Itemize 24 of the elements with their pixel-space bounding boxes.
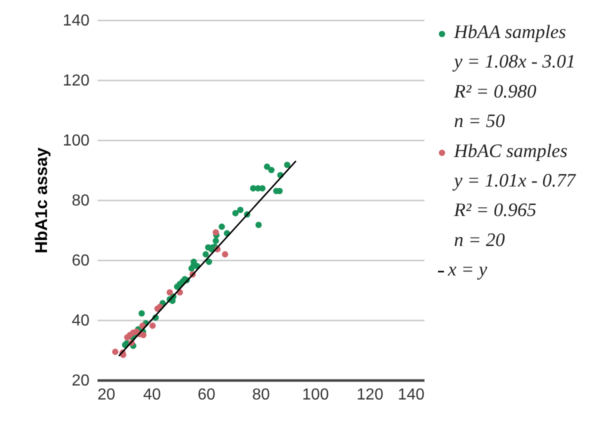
legend-label: x = y (447, 260, 488, 281)
y-tick-label: 40 (72, 312, 90, 330)
text: y = 1.08x - 3.01 (452, 52, 576, 73)
x-tick-label: 140 (398, 386, 425, 404)
y-axis-title: HbA1c assay (32, 147, 51, 254)
y-tick-label: 100 (62, 132, 90, 150)
x-tick-label: 80 (252, 386, 270, 404)
x-tick-label: 40 (143, 386, 161, 404)
x-tick-label: 120 (356, 386, 384, 404)
text: n = 50 (454, 111, 506, 132)
text: R² = 0.965 (453, 200, 536, 222)
legend-label: HbAC samples (453, 140, 568, 162)
x-tick-label: 100 (302, 386, 329, 404)
text: n = 20 (454, 230, 506, 251)
text: R² = 0.980 (453, 81, 537, 102)
y-tick-label: 60 (72, 252, 90, 270)
y-tick-label: 80 (72, 192, 90, 210)
x-tick-label: 60 (198, 386, 216, 404)
x-tick-label: 20 (98, 386, 116, 404)
text: y = 1.01x - 0.77 (452, 170, 578, 192)
y-tick-label: 140 (62, 12, 90, 30)
y-tick-label: 120 (62, 72, 90, 90)
legend-label: HbAA samples (453, 22, 566, 43)
y-tick-label: 20 (72, 372, 90, 390)
